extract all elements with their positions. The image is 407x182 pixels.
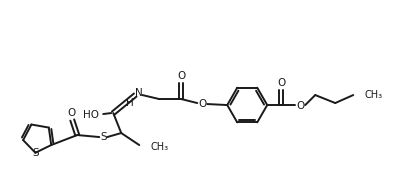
Text: CH₃: CH₃ — [364, 90, 382, 100]
Text: HO: HO — [83, 110, 99, 120]
Text: S: S — [100, 132, 107, 142]
Text: O: O — [296, 101, 304, 111]
Text: O: O — [177, 71, 185, 81]
Text: CH₃: CH₃ — [150, 142, 168, 152]
Text: O: O — [67, 108, 75, 118]
Text: N: N — [136, 88, 143, 98]
Text: O: O — [198, 99, 206, 109]
Text: S: S — [32, 148, 39, 158]
Text: H: H — [126, 98, 134, 108]
Text: O: O — [277, 78, 285, 88]
